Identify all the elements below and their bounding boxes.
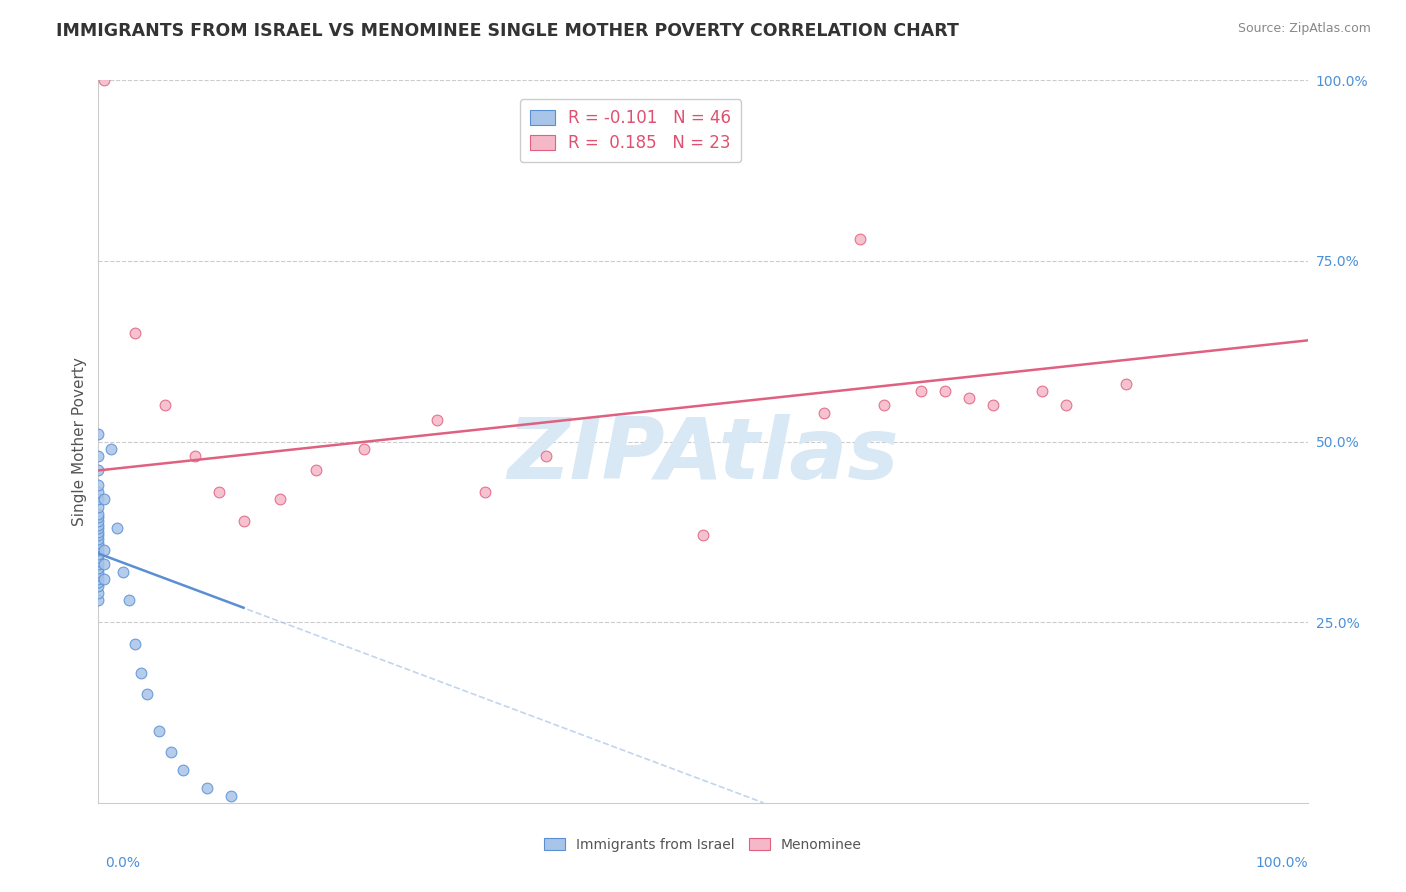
Point [87, 558, 110, 572]
Point [124, 326, 146, 341]
Point [87, 524, 110, 539]
Point [269, 492, 291, 507]
Point [87, 478, 110, 492]
Point [87, 485, 110, 500]
Point [426, 413, 449, 427]
Point [87, 554, 110, 568]
Point [93, 542, 115, 557]
Point [305, 463, 328, 477]
Point [87, 561, 110, 575]
Point [184, 449, 207, 463]
Point [87, 568, 110, 582]
Text: Source: ZipAtlas.com: Source: ZipAtlas.com [1237, 22, 1371, 36]
Point [910, 384, 932, 398]
Point [87, 550, 110, 565]
Text: 0.0%: 0.0% [105, 855, 141, 870]
Point [87, 507, 110, 521]
Point [172, 764, 194, 778]
Point [87, 528, 110, 542]
Point [87, 510, 110, 524]
Point [93, 558, 115, 572]
Point [87, 542, 110, 557]
Point [813, 406, 835, 420]
Point [118, 593, 141, 607]
Point [87, 492, 110, 507]
Point [981, 398, 1004, 412]
Legend: Immigrants from Israel, Menominee: Immigrants from Israel, Menominee [538, 832, 868, 857]
Y-axis label: Single Mother Poverty: Single Mother Poverty [72, 357, 87, 526]
Point [232, 514, 254, 528]
Point [1115, 376, 1137, 391]
Point [87, 575, 110, 590]
Point [87, 593, 110, 607]
Point [100, 442, 122, 456]
Point [934, 384, 956, 398]
Point [87, 514, 110, 528]
Point [135, 687, 157, 701]
Point [534, 449, 557, 463]
Point [87, 539, 110, 553]
Point [87, 427, 110, 442]
Point [87, 579, 110, 593]
Point [93, 492, 115, 507]
Point [195, 781, 218, 796]
Point [153, 398, 176, 412]
Text: ZIPAtlas: ZIPAtlas [508, 415, 898, 498]
Point [1054, 398, 1077, 412]
Point [849, 232, 872, 246]
Point [87, 532, 110, 546]
Point [87, 572, 110, 586]
Point [87, 547, 110, 561]
Point [148, 723, 170, 738]
Point [93, 73, 115, 87]
Point [873, 398, 896, 412]
Point [93, 572, 115, 586]
Point [160, 745, 183, 759]
Point [87, 565, 110, 579]
Point [87, 463, 110, 477]
Point [87, 517, 110, 532]
Text: 100.0%: 100.0% [1256, 855, 1308, 870]
Point [353, 442, 375, 456]
Point [692, 528, 714, 542]
Point [221, 789, 243, 803]
Point [87, 449, 110, 463]
Point [124, 637, 146, 651]
Point [957, 391, 980, 405]
Point [208, 485, 231, 500]
Point [87, 535, 110, 549]
Point [1031, 384, 1053, 398]
Point [105, 521, 128, 535]
Point [111, 565, 134, 579]
Point [87, 500, 110, 514]
Point [87, 521, 110, 535]
Point [87, 586, 110, 600]
Text: IMMIGRANTS FROM ISRAEL VS MENOMINEE SINGLE MOTHER POVERTY CORRELATION CHART: IMMIGRANTS FROM ISRAEL VS MENOMINEE SING… [56, 22, 959, 40]
Point [129, 665, 152, 680]
Point [474, 485, 496, 500]
